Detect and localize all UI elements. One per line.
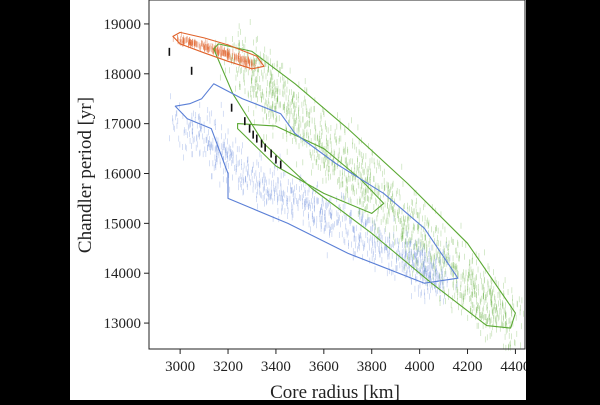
y-axis-label: Chandler period [yr] — [75, 97, 96, 253]
density-contours — [172, 31, 516, 329]
series-0-points — [215, 19, 524, 351]
y-tick-label: 17000 — [104, 117, 142, 133]
x-tick-label: 3400 — [261, 359, 291, 375]
x-tick-label: 4400 — [500, 359, 526, 375]
x-tick-label: 4200 — [453, 359, 483, 375]
y-tick-label: 14000 — [104, 266, 142, 282]
x-axis-ticks: 3000 3200 3400 3600 3800 4000 4200 4400 — [165, 349, 530, 375]
black-markers — [168, 47, 282, 169]
y-tick-label: 16000 — [104, 167, 142, 183]
contour-series-1-0 — [174, 83, 459, 284]
contour-series-0-0 — [213, 43, 516, 329]
y-tick-label: 13000 — [104, 316, 142, 332]
y-tick-label: 19000 — [104, 17, 142, 33]
data-points — [169, 19, 524, 351]
x-tick-label: 3200 — [213, 359, 243, 375]
y-tick-label: 18000 — [104, 67, 142, 83]
plot-canvas: 3000 3200 3400 3600 3800 4000 4200 4400 13000 14… — [70, 0, 530, 403]
y-axis-ticks: 13000 14000 15000 16000 17000 18000 19000 — [104, 17, 149, 332]
series-1-points — [169, 93, 458, 305]
x-tick-label: 3600 — [309, 359, 339, 375]
x-tick-label: 4000 — [405, 359, 435, 375]
chandler-scatter-chart: 3000 3200 3400 3600 3800 4000 4200 4400 13000 14… — [75, 0, 530, 403]
contour-series-2-0 — [172, 31, 265, 70]
x-tick-label: 3000 — [165, 359, 195, 375]
x-tick-label: 3800 — [357, 359, 387, 375]
x-axis-label: Core radius [km] — [270, 382, 400, 400]
y-tick-label: 15000 — [104, 216, 142, 232]
plot-frame — [148, 0, 526, 350]
